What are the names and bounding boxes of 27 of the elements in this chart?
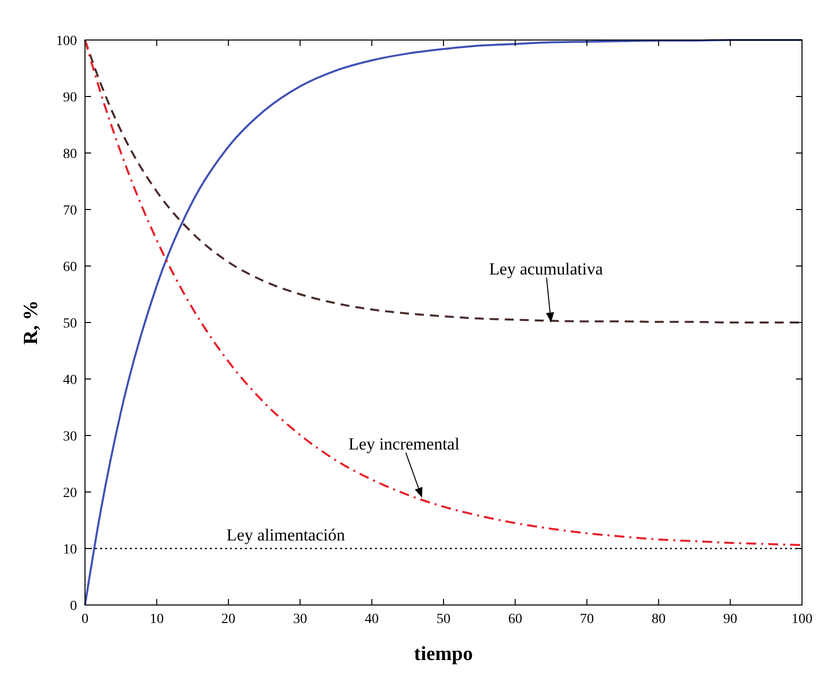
y-tick-label: 20 xyxy=(63,486,77,501)
x-tick-label: 30 xyxy=(293,612,308,627)
x-tick-label: 60 xyxy=(508,612,522,627)
x-tick-label: 20 xyxy=(221,612,236,627)
y-tick-label: 80 xyxy=(63,146,77,162)
x-tick-label: 70 xyxy=(580,612,594,627)
x-tick-label: 80 xyxy=(652,612,666,627)
x-tick-label: 40 xyxy=(364,612,379,627)
y-tick-label: 40 xyxy=(63,372,77,388)
x-tick-label: 90 xyxy=(723,612,738,627)
x-tick-label: 10 xyxy=(150,612,164,627)
y-tick-label: 60 xyxy=(63,260,77,275)
y-tick-label: 70 xyxy=(63,203,77,218)
x-tick-label: 50 xyxy=(436,612,450,627)
annotation: Ley incremental xyxy=(348,434,460,454)
x-axis-title: tiempo xyxy=(414,643,473,665)
y-tick-label: 30 xyxy=(63,429,77,444)
x-tick-label: 0 xyxy=(82,612,88,627)
annotation: Ley acumulativa xyxy=(489,260,604,278)
y-tick-label: 10 xyxy=(63,542,77,558)
y-tick-label: 50 xyxy=(63,316,77,332)
x-tick-label: 100 xyxy=(792,612,812,627)
y-tick-label: 0 xyxy=(70,598,77,614)
annotation: Ley alimentación xyxy=(226,526,346,544)
y-tick-label: 100 xyxy=(56,34,77,49)
y-tick-label: 90 xyxy=(63,90,77,106)
y-axis-title: R, % xyxy=(20,300,42,345)
